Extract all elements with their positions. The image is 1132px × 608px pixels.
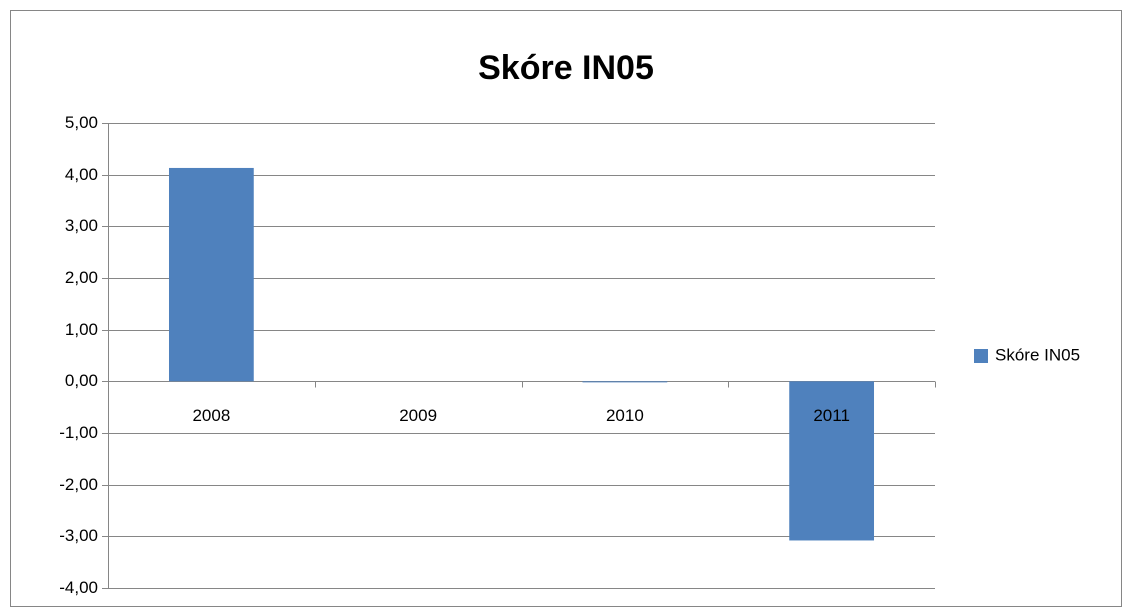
y-tick-label: 4,00 bbox=[65, 165, 98, 184]
bar bbox=[582, 381, 668, 383]
bar bbox=[168, 167, 254, 382]
y-tick-label: -4,00 bbox=[59, 578, 98, 597]
legend-label: Skóre IN05 bbox=[995, 345, 1080, 364]
legend-swatch bbox=[974, 349, 988, 363]
y-tick-label: -2,00 bbox=[59, 475, 98, 494]
x-tick-label: 2010 bbox=[606, 406, 644, 425]
y-tick-label: -1,00 bbox=[59, 423, 98, 442]
y-tick-label: 0,00 bbox=[65, 371, 98, 390]
y-tick-label: -3,00 bbox=[59, 526, 98, 545]
x-tick-label: 2008 bbox=[192, 406, 230, 425]
x-tick-label: 2009 bbox=[399, 406, 437, 425]
y-tick-label: 1,00 bbox=[65, 320, 98, 339]
y-tick-label: 2,00 bbox=[65, 268, 98, 287]
chart-title: Skóre IN05 bbox=[478, 49, 654, 87]
y-tick-label: 3,00 bbox=[65, 216, 98, 235]
x-tick-label: 2011 bbox=[813, 406, 850, 425]
y-tick-label: 5,00 bbox=[65, 113, 98, 132]
bar bbox=[789, 381, 875, 541]
